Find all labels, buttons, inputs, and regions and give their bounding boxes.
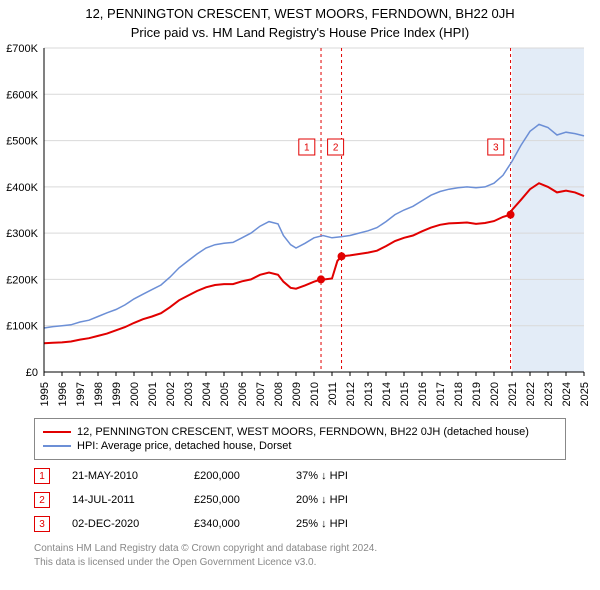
svg-text:3: 3 [493,143,499,154]
svg-text:2008: 2008 [273,382,285,406]
svg-text:£0: £0 [26,367,38,379]
svg-text:2: 2 [333,143,339,154]
marker-badge: 3 [34,516,50,532]
price-chart: £0 £100K £200K £300K £400K £500K £600K £700K 1 2 3… [0,42,600,412]
sale-price: £340,000 [194,518,274,530]
svg-text:2023: 2023 [543,382,555,406]
svg-text:2012: 2012 [345,382,357,406]
marker-badge: 2 [34,492,50,508]
sale-price: £250,000 [194,494,274,506]
svg-text:2006: 2006 [237,382,249,406]
table-row: 1 21-MAY-2010 £200,000 37% ↓ HPI [34,464,566,488]
sale-date: 02-DEC-2020 [72,518,172,530]
title-subtitle: Price paid vs. HM Land Registry's House … [10,25,590,40]
svg-text:1996: 1996 [57,382,69,406]
svg-text:1: 1 [304,143,310,154]
legend-row: HPI: Average price, detached house, Dors… [43,440,557,452]
svg-text:£300K: £300K [6,228,38,240]
svg-text:2011: 2011 [327,382,339,406]
chart-title-block: 12, PENNINGTON CRESCENT, WEST MOORS, FER… [0,0,600,42]
svg-text:£700K: £700K [6,43,38,55]
svg-text:2001: 2001 [147,382,159,406]
legend-swatch-price [43,431,71,433]
svg-text:1995: 1995 [39,382,51,406]
chart-container: £0 £100K £200K £300K £400K £500K £600K £700K 1 2 3… [0,42,600,412]
footer-line: This data is licensed under the Open Gov… [34,556,566,570]
sale-price: £200,000 [194,470,274,482]
marker-badge: 1 [34,468,50,484]
svg-text:2024: 2024 [561,382,573,406]
svg-text:2007: 2007 [255,382,267,406]
svg-text:2013: 2013 [363,382,375,406]
svg-text:2021: 2021 [507,382,519,406]
svg-text:2020: 2020 [489,382,501,406]
svg-text:1997: 1997 [75,382,87,406]
svg-text:£100K: £100K [6,321,38,333]
title-address: 12, PENNINGTON CRESCENT, WEST MOORS, FER… [10,6,590,21]
legend-row: 12, PENNINGTON CRESCENT, WEST MOORS, FER… [43,426,557,438]
svg-text:1998: 1998 [93,382,105,406]
sale-vs-hpi: 25% ↓ HPI [296,518,386,530]
svg-text:2019: 2019 [471,382,483,406]
svg-text:1999: 1999 [111,382,123,406]
svg-text:2014: 2014 [381,382,393,406]
sale-date: 21-MAY-2010 [72,470,172,482]
svg-text:2015: 2015 [399,382,411,406]
legend-swatch-hpi [43,445,71,447]
svg-text:2022: 2022 [525,382,537,406]
svg-text:2017: 2017 [435,382,447,406]
sale-date: 14-JUL-2011 [72,494,172,506]
footer-line: Contains HM Land Registry data © Crown c… [34,542,566,556]
sale-vs-hpi: 20% ↓ HPI [296,494,386,506]
legend: 12, PENNINGTON CRESCENT, WEST MOORS, FER… [34,418,566,460]
svg-text:£500K: £500K [6,136,38,148]
svg-text:2003: 2003 [183,382,195,406]
svg-text:2009: 2009 [291,382,303,406]
svg-text:£200K: £200K [6,274,38,286]
footer-attribution: Contains HM Land Registry data © Crown c… [34,542,566,570]
sales-table: 1 21-MAY-2010 £200,000 37% ↓ HPI 2 14-JU… [34,464,566,536]
table-row: 2 14-JUL-2011 £250,000 20% ↓ HPI [34,488,566,512]
svg-text:2002: 2002 [165,382,177,406]
svg-text:2018: 2018 [453,382,465,406]
svg-text:£400K: £400K [6,182,38,194]
sale-vs-hpi: 37% ↓ HPI [296,470,386,482]
svg-text:2005: 2005 [219,382,231,406]
svg-text:2000: 2000 [129,382,141,406]
svg-text:2010: 2010 [309,382,321,406]
svg-text:2025: 2025 [579,382,591,406]
svg-text:2004: 2004 [201,382,213,406]
legend-label: 12, PENNINGTON CRESCENT, WEST MOORS, FER… [77,426,529,438]
legend-label: HPI: Average price, detached house, Dors… [77,440,291,452]
svg-text:£600K: £600K [6,89,38,101]
table-row: 3 02-DEC-2020 £340,000 25% ↓ HPI [34,512,566,536]
svg-text:2016: 2016 [417,382,429,406]
